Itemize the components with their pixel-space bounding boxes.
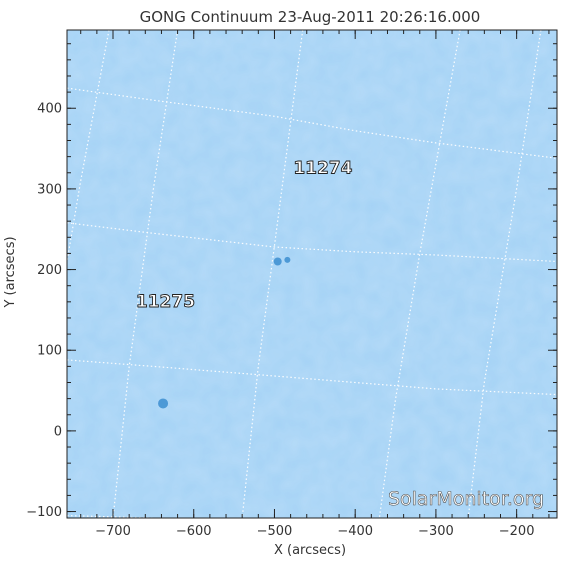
- x-tick-label: −700: [95, 524, 131, 539]
- chart-title: GONG Continuum 23-Aug-2011 20:26:16.000: [140, 8, 481, 26]
- sunspot-2: [284, 256, 291, 263]
- x-tick-label: −500: [257, 524, 293, 539]
- x-tick-label: −300: [418, 524, 454, 539]
- y-tick-label: 200: [37, 263, 62, 278]
- y-tick-label: 300: [37, 182, 62, 197]
- sunspots: [158, 256, 291, 409]
- region-label-11274: 11274: [293, 159, 352, 179]
- latitude-line-2: [66, 359, 558, 396]
- plot-frame: [66, 29, 558, 519]
- watermark-text: SolarMonitor.org: [388, 488, 544, 510]
- y-tick-label: 400: [37, 102, 62, 117]
- longitude-line-0: [66, 29, 110, 262]
- latitude-line-1: [66, 222, 558, 263]
- sunspot-1: [273, 257, 282, 266]
- axes: −700 −600 −500 −400 −300 −200 −100 0 100 200 300 40…: [26, 29, 558, 539]
- y-axis-label: Y (arcsecs): [3, 236, 18, 308]
- x-tick-label: −600: [176, 524, 212, 539]
- region-label-11275: 11275: [136, 292, 195, 312]
- y-tick-label: −100: [26, 505, 62, 520]
- y-tick-label: 0: [54, 424, 62, 439]
- longitude-line-3: [378, 29, 461, 519]
- latitude-line-0: [66, 87, 558, 159]
- x-tick-label: −200: [499, 524, 535, 539]
- region-labels: 11274 11275: [135, 158, 353, 312]
- longitude-line-4: [467, 29, 542, 519]
- x-tick-label: −400: [337, 524, 373, 539]
- granulation-texture: [67, 30, 557, 518]
- longitude-line-2: [241, 29, 304, 519]
- y-tick-label: 100: [37, 344, 62, 359]
- x-axis-label: X (arcsecs): [274, 543, 346, 558]
- sunspot-0: [158, 398, 169, 409]
- plot-area: [67, 30, 557, 518]
